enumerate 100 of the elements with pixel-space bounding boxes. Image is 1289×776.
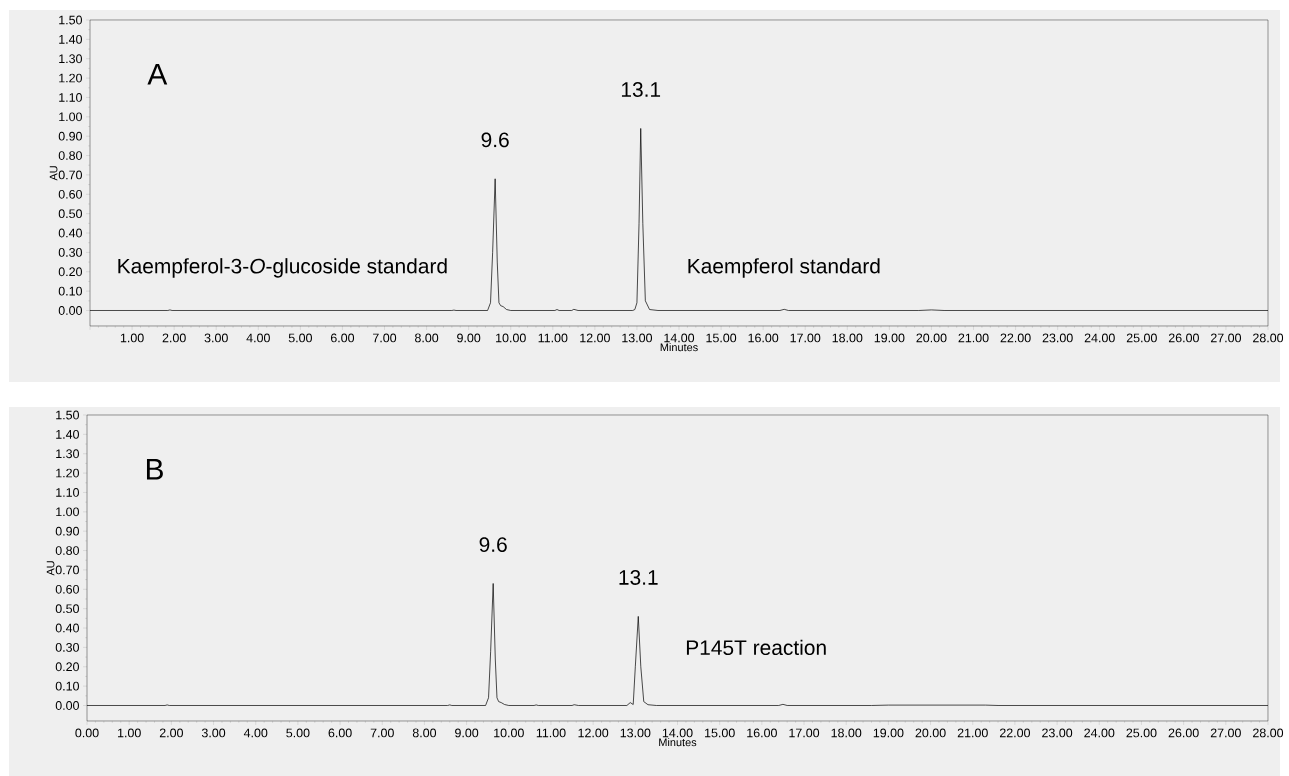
- x-tick-label: 28.00: [1253, 728, 1284, 738]
- y-tick-label: 0.20: [55, 662, 79, 672]
- y-tick-label: 0.70: [58, 170, 82, 180]
- y-tick-label: 0.50: [55, 604, 79, 614]
- y-tick-label: 0.30: [58, 247, 82, 257]
- x-tick-label: 9.00: [455, 728, 479, 738]
- x-tick-label: 27.00: [1210, 333, 1242, 343]
- x-tick-label: 1.00: [118, 728, 141, 738]
- annotation: B: [146, 458, 163, 480]
- x-tick-label: 6.00: [328, 728, 352, 738]
- x-tick-label: 8.00: [412, 728, 437, 738]
- x-tick-label: 21.00: [957, 728, 988, 738]
- x-tick-label: 26.00: [1168, 728, 1199, 738]
- x-tick-label: 11.00: [538, 333, 568, 343]
- y-tick-label: 1.40: [56, 429, 79, 439]
- x-tick-label: 14.00: [664, 333, 695, 343]
- y-axis-title: AU: [49, 166, 58, 181]
- y-tick-label: 0.00: [55, 701, 79, 710]
- x-tick-label: 2.00: [159, 728, 183, 738]
- annotation: Kaempferol-3-O-glucoside standard: [118, 258, 447, 278]
- x-tick-label: 26.00: [1168, 333, 1199, 343]
- annotation: 13.1: [621, 82, 661, 97]
- y-tick-label: 0.00: [58, 306, 82, 315]
- y-tick-label: 1.20: [59, 73, 82, 83]
- y-tick-label: 0.10: [55, 681, 79, 691]
- x-tick-label: 9.00: [457, 333, 481, 343]
- x-tick-label: 6.00: [330, 333, 355, 343]
- y-axis-title: AU: [46, 561, 55, 576]
- x-tick-label: 5.00: [288, 333, 312, 343]
- x-tick-label: 13.00: [622, 333, 653, 343]
- x-tick-label: 27.00: [1210, 728, 1241, 738]
- x-axis-title: Minutes: [660, 343, 698, 352]
- x-tick-label: 14.00: [662, 728, 693, 738]
- x-tick-label: 24.00: [1084, 728, 1115, 738]
- x-tick-label: 20.00: [916, 333, 947, 343]
- annotation: Kaempferol standard: [688, 258, 880, 278]
- x-tick-label: 25.00: [1126, 333, 1157, 343]
- y-tick-label: 0.60: [58, 189, 82, 199]
- x-tick-label: 17.00: [789, 728, 820, 738]
- x-tick-label: 12.00: [578, 728, 609, 738]
- y-tick-label: 1.50: [56, 410, 79, 420]
- x-tick-label: 15.00: [705, 728, 735, 738]
- x-tick-label: 10.00: [496, 333, 526, 343]
- x-tick-label: 22.00: [1000, 333, 1031, 343]
- x-tick-label: 18.00: [831, 728, 862, 738]
- x-tick-label: 16.00: [747, 728, 777, 738]
- x-tick-label: 2.00: [162, 333, 186, 343]
- y-tick-label: 1.50: [59, 15, 82, 25]
- x-tick-label: 5.00: [286, 728, 310, 738]
- y-tick-label: 0.90: [55, 526, 79, 536]
- x-tick-label: 13.00: [620, 728, 651, 738]
- x-tick-label: 21.00: [958, 333, 989, 343]
- x-tick-label: 25.00: [1126, 728, 1157, 738]
- y-tick-label: 1.00: [56, 507, 79, 517]
- y-tick-label: 0.40: [55, 623, 79, 633]
- x-tick-label: 8.00: [415, 333, 439, 343]
- annotation: A: [147, 63, 168, 85]
- x-tick-label: 15.00: [706, 333, 737, 343]
- annotation: 9.6: [479, 537, 507, 552]
- y-tick-label: 0.80: [55, 546, 79, 555]
- y-tick-label: 0.10: [58, 286, 82, 296]
- x-tick-label: 23.00: [1042, 728, 1073, 738]
- x-tick-label: 10.00: [494, 728, 524, 738]
- x-axis-title: Minutes: [659, 738, 697, 747]
- y-tick-label: 0.70: [55, 565, 79, 575]
- y-tick-label: 1.40: [59, 34, 82, 44]
- x-tick-label: 0.00: [75, 728, 99, 738]
- y-tick-label: 0.60: [55, 584, 79, 594]
- x-tick-label: 3.00: [201, 728, 226, 738]
- y-tick-label: 1.00: [59, 112, 82, 122]
- y-tick-label: 1.10: [59, 93, 82, 102]
- x-tick-label: 4.00: [243, 728, 268, 738]
- annotation: 9.6: [481, 132, 509, 148]
- x-tick-label: 17.00: [790, 333, 821, 343]
- x-tick-label: 22.00: [999, 728, 1031, 738]
- x-tick-label: 28.00: [1253, 333, 1284, 343]
- y-tick-label: 0.90: [58, 131, 82, 141]
- x-tick-label: 23.00: [1042, 333, 1073, 343]
- y-tick-label: 1.10: [56, 488, 79, 497]
- x-tick-label: 1.00: [120, 333, 144, 343]
- y-tick-label: 0.20: [58, 267, 82, 277]
- x-tick-label: 24.00: [1084, 333, 1115, 343]
- x-tick-label: 16.00: [748, 333, 779, 343]
- x-tick-label: 20.00: [915, 728, 946, 738]
- x-tick-label: 7.00: [370, 728, 394, 738]
- y-tick-label: 1.20: [56, 468, 79, 478]
- x-tick-label: 7.00: [373, 333, 397, 343]
- x-tick-label: 3.00: [204, 333, 228, 343]
- y-tick-label: 0.50: [58, 209, 82, 219]
- y-tick-label: 0.40: [58, 228, 82, 238]
- y-tick-label: 1.30: [59, 54, 82, 64]
- annotation: 13.1: [619, 570, 658, 585]
- x-tick-label: 18.00: [832, 333, 863, 343]
- y-tick-label: 0.80: [58, 151, 82, 160]
- y-tick-label: 1.30: [56, 449, 79, 459]
- y-tick-label: 0.30: [55, 642, 79, 652]
- x-tick-label: 19.00: [874, 333, 905, 343]
- x-tick-label: 12.00: [580, 333, 610, 343]
- x-tick-label: 4.00: [246, 333, 270, 343]
- annotation: P145T reaction: [686, 639, 826, 656]
